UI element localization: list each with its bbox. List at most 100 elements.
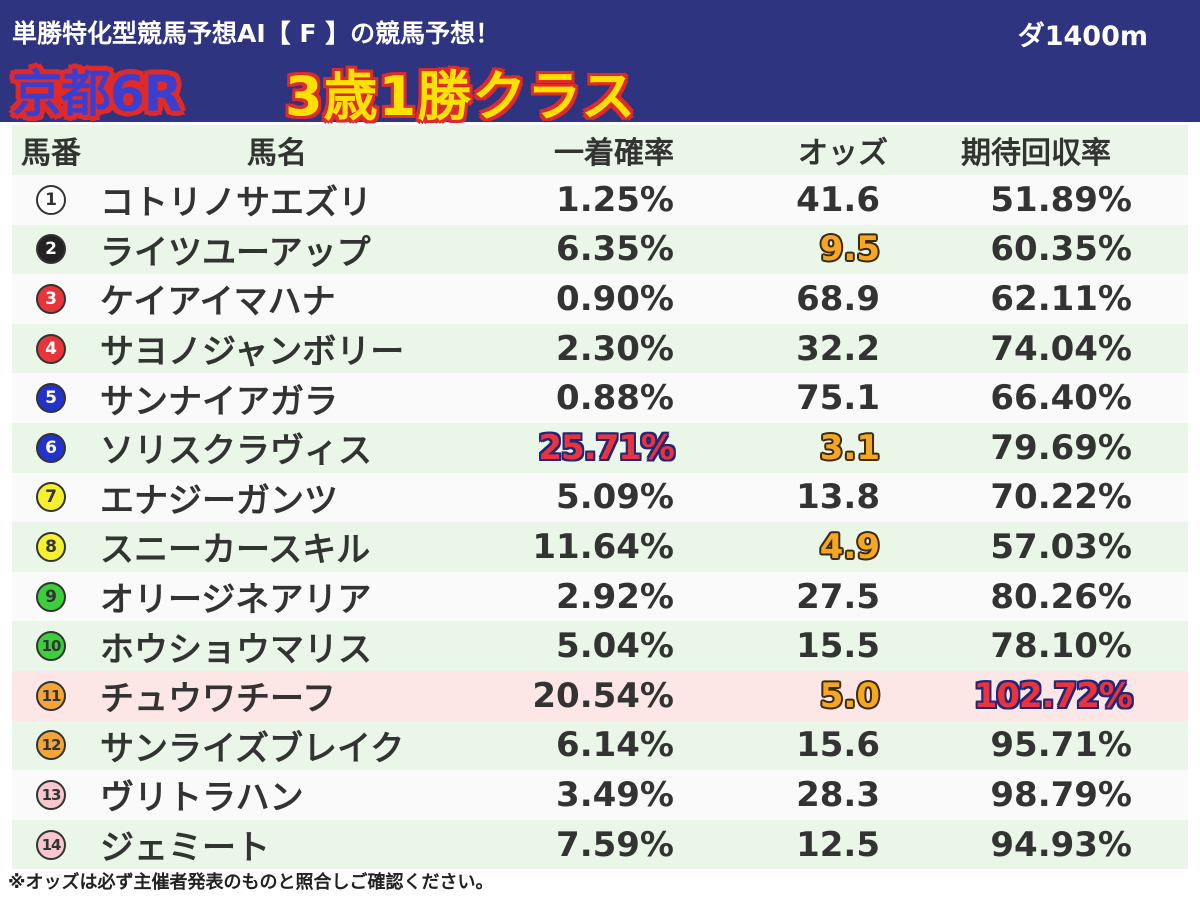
odds-value: 3.1: [819, 427, 880, 468]
column-header-win-probability: 一着確率: [554, 136, 674, 171]
horse-number-cell: 3: [12, 274, 90, 324]
win-probability: 1.25%: [556, 179, 674, 220]
horse-number-badge: 9: [36, 581, 66, 612]
expected-return: 51.89%: [990, 179, 1132, 220]
expected-return: 94.93%: [990, 824, 1132, 865]
odds-value: 12.5: [796, 824, 880, 865]
table-row: 11 チュウワチーフ 20.54% 5.0 102.72%: [12, 670, 1188, 721]
win-probability: 20.54%: [532, 675, 674, 716]
column-header-name: 馬名: [247, 136, 307, 171]
expected-return: 79.69%: [990, 427, 1132, 468]
horse-number-cell: 14: [12, 820, 90, 870]
odds-value: 68.9: [796, 278, 880, 319]
horse-name: ソリスクラヴィス: [100, 431, 372, 472]
odds-value: 27.5: [796, 576, 880, 617]
horse-number-cell: 12: [12, 721, 90, 771]
horse-number-cell: 11: [12, 671, 90, 721]
win-probability: 0.88%: [556, 378, 674, 419]
horse-number-badge: 12: [36, 730, 66, 761]
table-row: 13 ヴリトラハン 3.49% 28.3 98.79%: [12, 770, 1188, 820]
table-row: 8 スニーカースキル 11.64% 4.9 57.03%: [12, 522, 1188, 572]
table-row: 7 エナジーガンツ 5.09% 13.8 70.22%: [12, 472, 1188, 523]
table-row: 1 コトリノサエズリ 1.25% 41.6 51.89%: [12, 175, 1188, 225]
expected-return: 95.71%: [990, 725, 1132, 766]
odds-value: 5.0: [819, 675, 880, 716]
table-row: 9 オリージネアリア 2.92% 27.5 80.26%: [12, 571, 1188, 622]
expected-return: 60.35%: [990, 229, 1132, 270]
horse-number-badge: 6: [36, 432, 66, 463]
race-class: 3歳1勝クラス: [285, 65, 637, 128]
horse-number-badge: 2: [36, 234, 66, 265]
odds-value: 41.6: [796, 179, 880, 220]
win-probability: 2.30%: [556, 328, 674, 369]
table-row: 2 ライツユーアップ 6.35% 9.5 60.35%: [12, 224, 1188, 275]
win-probability: 25.71%: [538, 427, 675, 468]
win-probability: 6.14%: [556, 725, 674, 766]
expected-return: 66.40%: [990, 378, 1132, 419]
odds-value: 28.3: [796, 774, 880, 815]
page-title: 単勝特化型競馬予想AI【 F 】の競馬予想！: [12, 19, 501, 48]
win-probability: 11.64%: [532, 526, 674, 567]
win-probability: 7.59%: [556, 824, 674, 865]
horse-number-cell: 7: [12, 473, 90, 523]
odds-value: 15.6: [796, 725, 880, 766]
column-header-odds: オッズ: [798, 136, 888, 171]
win-probability: 6.35%: [556, 229, 674, 270]
expected-return: 70.22%: [990, 477, 1132, 518]
horse-number-cell: 1: [12, 175, 90, 225]
win-probability: 5.09%: [556, 477, 674, 518]
expected-return: 80.26%: [990, 576, 1132, 617]
horse-name: ライツユーアップ: [100, 232, 371, 273]
horse-name: ジェミート: [100, 828, 270, 869]
odds-value: 15.5: [796, 626, 880, 667]
odds-value: 75.1: [796, 378, 880, 419]
horse-name: サンライズブレイク: [100, 728, 405, 769]
horse-number-cell: 13: [12, 770, 90, 820]
column-header-number: 馬番: [21, 136, 81, 171]
horse-number-badge: 8: [36, 531, 66, 562]
expected-return: 74.04%: [990, 328, 1132, 369]
horse-number-cell: 8: [12, 522, 90, 572]
horse-number-badge: 13: [36, 779, 66, 810]
horse-name: ヴリトラハン: [100, 778, 304, 819]
header-banner: 単勝特化型競馬予想AI【 F 】の競馬予想！ ダ1400m 京都6R 3歳1勝ク…: [0, 0, 1200, 128]
table-row: 14 ジェミート 7.59% 12.5 94.93%: [12, 819, 1188, 870]
expected-return: 62.11%: [990, 278, 1132, 319]
horse-name: サンナイアガラ: [100, 381, 338, 422]
table-row: 4 サヨノジャンボリー 2.30% 32.2 74.04%: [12, 323, 1188, 374]
horse-name: オリージネアリア: [100, 580, 372, 621]
table-body: 1 コトリノサエズリ 1.25% 41.6 51.89% 2 ライツユーアップ 6.35% 9.…: [12, 175, 1188, 870]
expected-return: 102.72%: [973, 675, 1133, 716]
horse-number-cell: 2: [12, 225, 90, 275]
table-row: 5 サンナイアガラ 0.88% 75.1 66.40%: [12, 373, 1188, 423]
horse-name: チュウワチーフ: [100, 679, 336, 720]
table-header-row: 馬番 馬名 一着確率 オッズ 期待回収率: [12, 125, 1188, 175]
horse-name: ケイアイマハナ: [100, 282, 336, 323]
horse-number-cell: 4: [12, 324, 90, 374]
horse-number-cell: 6: [12, 423, 90, 473]
horse-number-cell: 10: [12, 621, 90, 671]
odds-value: 13.8: [796, 477, 880, 518]
odds-disclaimer: ※オッズは必ず主催者発表のものと照合しご確認ください。: [8, 872, 494, 893]
horse-name: ホウショウマリス: [100, 629, 372, 670]
win-probability: 2.92%: [556, 576, 674, 617]
table-row: 12 サンライズブレイク 6.14% 15.6 95.71%: [12, 720, 1188, 771]
odds-value: 32.2: [796, 328, 880, 369]
horse-number-cell: 9: [12, 572, 90, 622]
race-distance: ダ1400m: [1017, 21, 1148, 52]
odds-value: 9.5: [819, 229, 880, 270]
expected-return: 98.79%: [990, 774, 1132, 815]
column-header-expected-return: 期待回収率: [961, 136, 1111, 171]
expected-return: 57.03%: [990, 526, 1132, 567]
horse-number-badge: 4: [36, 333, 66, 364]
table-row: 3 ケイアイマハナ 0.90% 68.9 62.11%: [12, 274, 1188, 324]
horse-name: サヨノジャンボリー: [100, 332, 405, 373]
win-probability: 5.04%: [556, 626, 674, 667]
table-row: 10 ホウショウマリス 5.04% 15.5 78.10%: [12, 621, 1188, 671]
horse-number-cell: 5: [12, 373, 90, 423]
horse-number-badge: 3: [36, 283, 66, 314]
odds-value: 4.9: [819, 526, 880, 567]
horse-number-badge: 10: [36, 631, 66, 662]
win-probability: 3.49%: [556, 774, 674, 815]
win-probability: 0.90%: [556, 278, 674, 319]
